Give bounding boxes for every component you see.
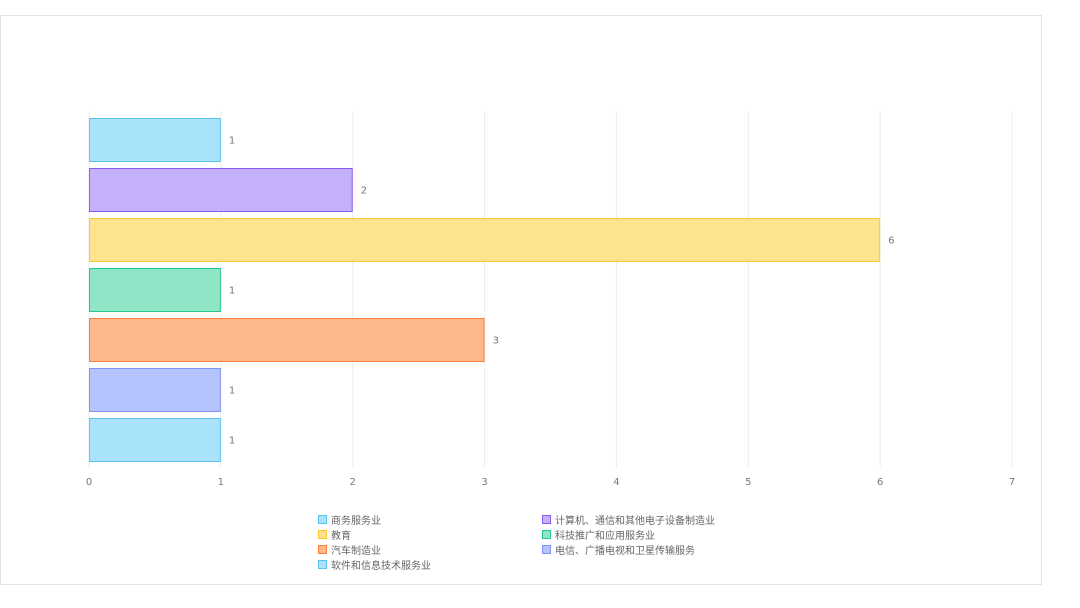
legend-item[interactable]: 软件和信息技术服务业 xyxy=(318,557,542,572)
bar-value-label: 1 xyxy=(229,286,235,297)
x-tick-label: 2 xyxy=(350,477,356,488)
legend-item[interactable]: 教育 xyxy=(318,527,542,542)
bar-value-label: 1 xyxy=(229,136,235,147)
legend-label: 科技推广和应用服务业 xyxy=(555,530,655,542)
x-tick-label: 4 xyxy=(613,477,619,488)
bar-6[interactable] xyxy=(89,368,221,412)
legend-item[interactable]: 汽车制造业 xyxy=(318,542,542,557)
bar-4[interactable] xyxy=(89,268,221,312)
legend-item[interactable]: 商务服务业 xyxy=(318,512,542,527)
bar-1[interactable] xyxy=(89,118,221,162)
legend-label: 电信、广播电视和卫星传输服务 xyxy=(555,545,695,557)
legend-label: 计算机、通信和其他电子设备制造业 xyxy=(555,515,715,527)
bar-value-label: 1 xyxy=(229,436,235,447)
legend-swatch xyxy=(542,529,551,539)
bar-value-label: 2 xyxy=(361,186,367,197)
legend-item[interactable]: 计算机、通信和其他电子设备制造业 xyxy=(542,512,758,527)
bar-3[interactable] xyxy=(89,218,881,262)
legend-swatch xyxy=(318,529,327,539)
x-tick-label: 3 xyxy=(481,477,487,488)
legend-swatch xyxy=(318,544,327,554)
legend-swatch xyxy=(542,514,551,524)
bar-value-label: 3 xyxy=(493,336,499,347)
legend-label: 商务服务业 xyxy=(331,515,381,527)
bar-7[interactable] xyxy=(89,418,221,462)
x-tick-label: 1 xyxy=(218,477,224,488)
bar-2[interactable] xyxy=(89,168,353,212)
chart-legend: 商务服务业 计算机、通信和其他电子设备制造业教育 科技推广和应用服务业汽车制造业 电信… xyxy=(318,512,758,572)
legend-item[interactable]: 科技推广和应用服务业 xyxy=(542,527,758,542)
bar-value-label: 1 xyxy=(229,386,235,397)
legend-label: 软件和信息技术服务业 xyxy=(331,560,431,572)
x-tick-label: 6 xyxy=(877,477,883,488)
x-tick-label: 7 xyxy=(1009,477,1015,488)
legend-swatch xyxy=(542,544,551,554)
legend-label: 汽车制造业 xyxy=(331,545,381,557)
legend-label: 教育 xyxy=(331,530,351,542)
legend-swatch xyxy=(318,559,327,569)
x-tick-label: 5 xyxy=(745,477,751,488)
legend-swatch xyxy=(318,514,327,524)
bar-value-label: 6 xyxy=(888,236,894,247)
x-tick-label: 0 xyxy=(86,477,92,488)
bar-5[interactable] xyxy=(89,318,485,362)
legend-item[interactable]: 电信、广播电视和卫星传输服务 xyxy=(542,542,758,557)
